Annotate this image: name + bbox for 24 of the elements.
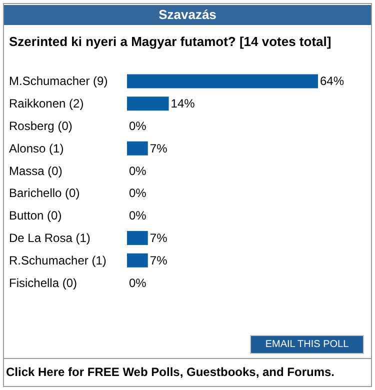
y-tick-label: Rosberg (0) [9,119,72,133]
chart-title: Szavazás [4,5,371,25]
data-label: 7% [150,231,168,245]
y-tick-label: Barichello (0) [9,186,80,200]
data-label: 14% [170,96,196,111]
data-label: 0% [129,208,147,223]
y-tick-label: Alonso (1) [9,141,64,156]
data-label: 0% [129,164,147,178]
data-label: 0% [129,276,147,290]
chart-subtitle: Szerinted ki nyeri a Magyar futamot? [14 votes total] [9,34,332,49]
text: EMAIL THIS POLL [250,335,364,354]
data-label: 64% [320,74,344,88]
data-label: 7% [150,253,168,268]
y-tick-label: Fisichella (0) [9,276,78,290]
data-label: 0% [129,119,147,133]
data-label: 0% [129,186,147,200]
y-tick-label: Button (0) [9,208,62,223]
data-label: 7% [150,141,168,156]
y-tick-label: Massa (0) [9,164,62,178]
y-tick-label: De La Rosa (1) [9,231,90,245]
text: Click Here for FREE Web Polls, Guestbooks, and Forums. [6,365,335,379]
y-tick-label: Raikkonen (2) [9,96,84,111]
y-tick-label: R.Schumacher (1) [9,253,106,268]
y-tick-label: M.Schumacher (9) [9,74,108,88]
